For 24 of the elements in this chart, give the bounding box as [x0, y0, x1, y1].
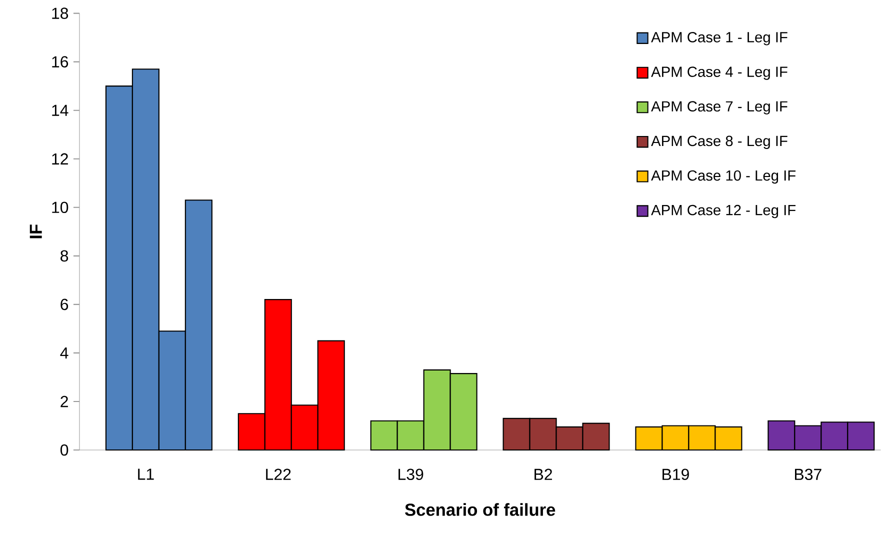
- x-tick-label: B2: [534, 468, 552, 480]
- y-tick-label: 4: [60, 347, 68, 358]
- x-tick-label: B37: [795, 468, 822, 480]
- x-axis-title: Scenario of failure: [405, 503, 556, 516]
- legend-label: APM Case 12 - Leg IF: [651, 204, 796, 218]
- legend-label: APM Case 7 - Leg IF: [651, 101, 788, 114]
- y-tick-label: 6: [60, 298, 68, 310]
- y-axis-title: IF: [30, 224, 42, 238]
- y-tick-label: 10: [52, 202, 68, 214]
- y-tick-label: 12: [52, 153, 68, 164]
- x-tick-label: L22: [266, 468, 291, 480]
- y-tick-label: 16: [52, 56, 68, 68]
- legend-label: APM Case 10 - Leg IF: [651, 170, 796, 184]
- x-tick-label: L39: [398, 468, 424, 480]
- y-tick-label: 14: [52, 104, 68, 116]
- legend-label: APM Case 4 - Leg IF: [651, 66, 788, 80]
- y-tick-label: 8: [60, 250, 68, 262]
- legend-label: APM Case 1 - Leg IF: [651, 32, 788, 46]
- x-tick-label: B19: [662, 468, 689, 480]
- x-tick-label: L1: [138, 468, 154, 480]
- y-tick-label: 18: [52, 8, 68, 19]
- legend-label: APM Case 8 - Leg IF: [651, 136, 788, 150]
- y-tick-label: 0: [60, 444, 68, 456]
- y-tick-label: 2: [60, 396, 68, 408]
